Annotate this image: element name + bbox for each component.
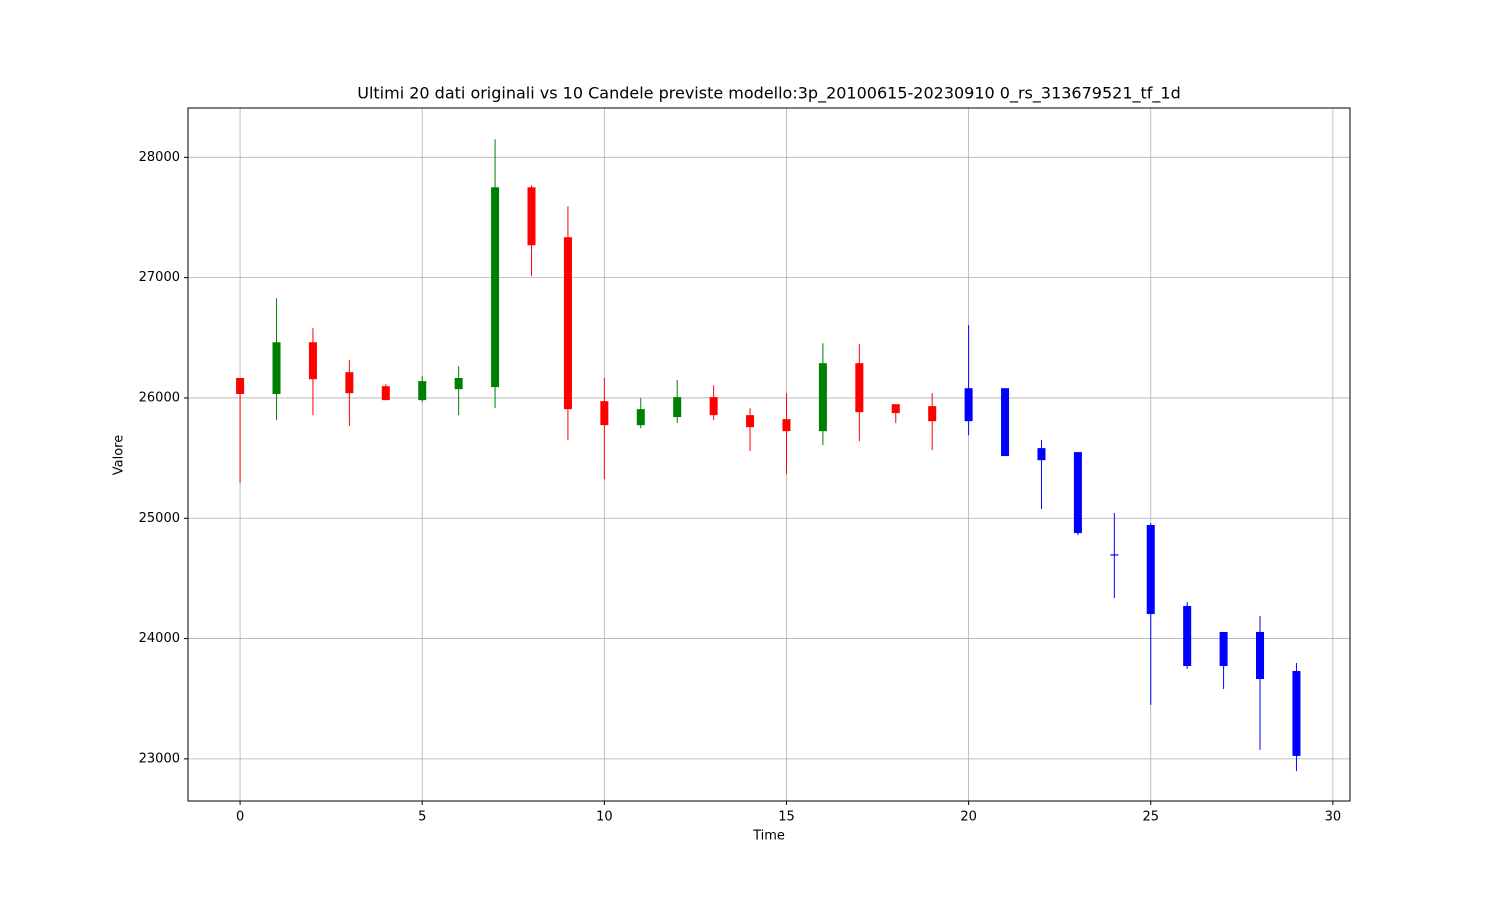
candle-body xyxy=(746,415,755,428)
candle-body xyxy=(1110,554,1119,556)
candle-body xyxy=(563,237,572,410)
candle-body xyxy=(308,342,317,380)
candle-body xyxy=(491,187,500,388)
candle-body xyxy=(527,187,536,246)
x-tick-label: 10 xyxy=(596,810,613,825)
candle-body xyxy=(891,404,900,414)
candle-body xyxy=(782,419,791,432)
candle-body xyxy=(1037,448,1046,461)
candle-body xyxy=(236,377,245,394)
candle-body xyxy=(381,386,390,401)
candle-body xyxy=(818,363,827,432)
y-tick-label: 25000 xyxy=(139,511,180,526)
candle-body xyxy=(1256,631,1265,680)
candle-body xyxy=(418,381,427,401)
candle-body xyxy=(1292,670,1301,756)
x-tick-label: 15 xyxy=(778,810,795,825)
candle-body xyxy=(1219,631,1228,667)
plot-frame xyxy=(187,107,1351,802)
x-tick-label: 0 xyxy=(236,810,244,825)
y-axis-label: Valore xyxy=(112,435,127,475)
y-tick-label: 26000 xyxy=(139,390,180,405)
x-tick-label: 20 xyxy=(960,810,977,825)
candle-body xyxy=(1183,605,1192,667)
candle-body xyxy=(928,406,937,422)
candle-body xyxy=(272,342,281,394)
x-tick-label: 5 xyxy=(418,810,426,825)
y-tick-label: 24000 xyxy=(139,631,180,646)
candle-body xyxy=(673,397,682,418)
y-tick-label: 23000 xyxy=(139,751,180,766)
candle-body xyxy=(345,372,354,394)
candle-body xyxy=(454,377,463,390)
candle-body xyxy=(1001,388,1010,457)
candle-body xyxy=(709,397,718,416)
x-tick-label: 25 xyxy=(1142,810,1159,825)
y-tick-label: 28000 xyxy=(139,150,180,165)
candle-body xyxy=(600,401,609,426)
candle-body xyxy=(1146,525,1155,615)
candle-body xyxy=(1073,452,1082,534)
candle-body xyxy=(636,409,645,426)
candle-body xyxy=(855,363,864,413)
x-axis-label: Time xyxy=(752,829,785,844)
chart-title: Ultimi 20 dati originali vs 10 Candele p… xyxy=(357,84,1181,104)
y-tick-label: 27000 xyxy=(139,270,180,285)
candle-body xyxy=(964,388,973,422)
x-tick-label: 30 xyxy=(1325,810,1342,825)
